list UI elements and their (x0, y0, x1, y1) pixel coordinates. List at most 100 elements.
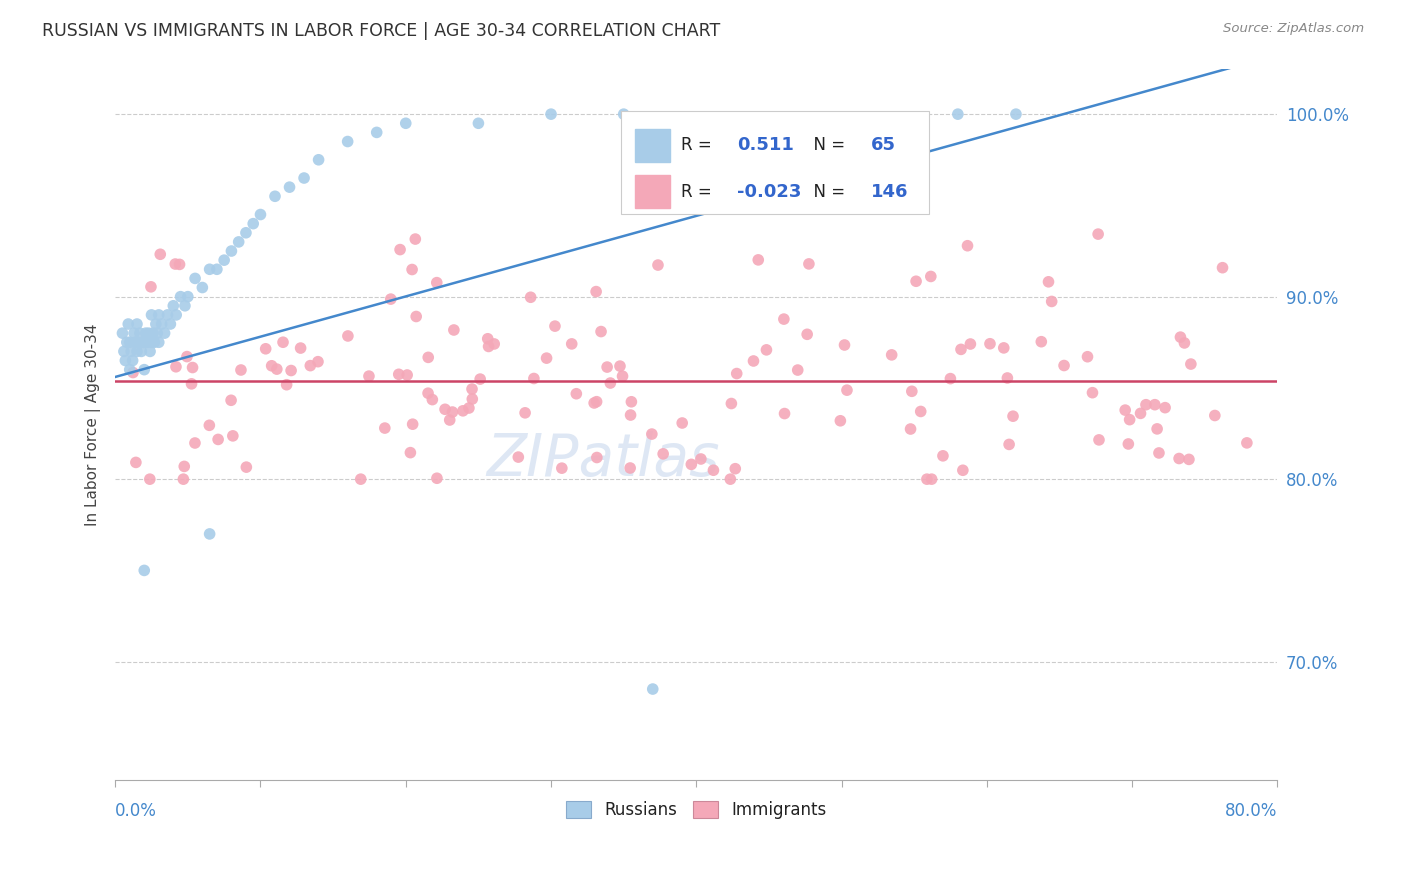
Point (995, 371, 1018, 385)
Point (1170, 330, 1192, 344)
Point (177, 290, 200, 304)
Point (1076, 350, 1098, 364)
Point (131, 344, 153, 359)
Point (773, 312, 796, 326)
Point (219, 393, 242, 408)
Point (212, 253, 235, 268)
Point (122, 326, 145, 340)
Point (336, 135, 359, 149)
Point (308, 153, 330, 167)
Point (690, 452, 713, 467)
Point (142, 326, 165, 340)
Point (159, 317, 181, 331)
Point (162, 299, 184, 313)
Point (612, 369, 634, 384)
Point (583, 396, 606, 410)
Point (184, 271, 207, 285)
Point (122, 366, 145, 380)
Point (405, 310, 427, 324)
Point (773, 407, 796, 421)
Point (271, 335, 294, 350)
Point (254, 342, 277, 356)
Point (647, 258, 669, 272)
Point (915, 472, 938, 486)
Point (939, 371, 962, 385)
Point (235, 226, 257, 240)
Point (228, 235, 250, 249)
Point (585, 394, 607, 409)
Point (901, 384, 924, 399)
Point (401, 262, 423, 277)
Point (229, 363, 252, 377)
Point (544, 319, 567, 334)
Point (681, 458, 703, 472)
Text: -0.023: -0.023 (737, 183, 801, 201)
Point (470, 372, 492, 386)
Text: N =: N = (803, 136, 851, 154)
Point (150, 317, 173, 331)
Point (1129, 406, 1152, 420)
Point (139, 280, 162, 294)
Point (222, 429, 245, 443)
Text: N =: N = (803, 183, 851, 201)
Point (276, 377, 298, 392)
Point (1040, 294, 1063, 309)
Point (513, 406, 536, 420)
Point (426, 471, 449, 485)
Point (128, 326, 150, 340)
Text: R =: R = (682, 183, 717, 201)
Point (461, 382, 484, 396)
Point (1154, 401, 1177, 415)
Point (561, 337, 583, 351)
Point (307, 354, 329, 368)
Point (135, 326, 157, 340)
Point (292, 171, 315, 186)
Point (551, 461, 574, 475)
Point (134, 335, 156, 350)
Point (418, 351, 440, 365)
Point (134, 362, 156, 376)
Point (619, 461, 641, 475)
Point (724, 461, 747, 475)
Point (1236, 436, 1258, 450)
Point (596, 360, 619, 375)
Point (979, 336, 1001, 351)
Point (742, 354, 765, 368)
Point (165, 257, 187, 271)
Point (536, 351, 558, 365)
Text: 146: 146 (870, 183, 908, 201)
Point (426, 276, 449, 290)
Point (165, 308, 187, 322)
Point (998, 437, 1021, 451)
Point (519, 290, 541, 304)
Point (139, 472, 162, 486)
Point (1118, 437, 1140, 451)
Point (1081, 385, 1104, 400)
Point (118, 362, 141, 376)
Point (139, 344, 162, 359)
Point (921, 472, 943, 486)
Point (434, 402, 457, 417)
Point (747, 252, 769, 267)
Point (835, 383, 858, 397)
Point (609, 359, 631, 373)
Point (127, 335, 149, 350)
Point (249, 208, 271, 222)
Point (153, 326, 176, 340)
Point (725, 367, 748, 381)
Point (540, 107, 562, 121)
Point (198, 418, 221, 433)
Point (118, 335, 141, 350)
Point (145, 317, 167, 331)
Point (1178, 452, 1201, 467)
Point (797, 257, 820, 271)
Point (946, 107, 969, 121)
Point (404, 232, 426, 246)
Point (242, 217, 264, 231)
Point (141, 308, 163, 322)
Point (720, 396, 742, 410)
Point (477, 339, 499, 353)
Bar (634, 128, 669, 161)
Point (350, 472, 373, 486)
Point (191, 280, 214, 294)
